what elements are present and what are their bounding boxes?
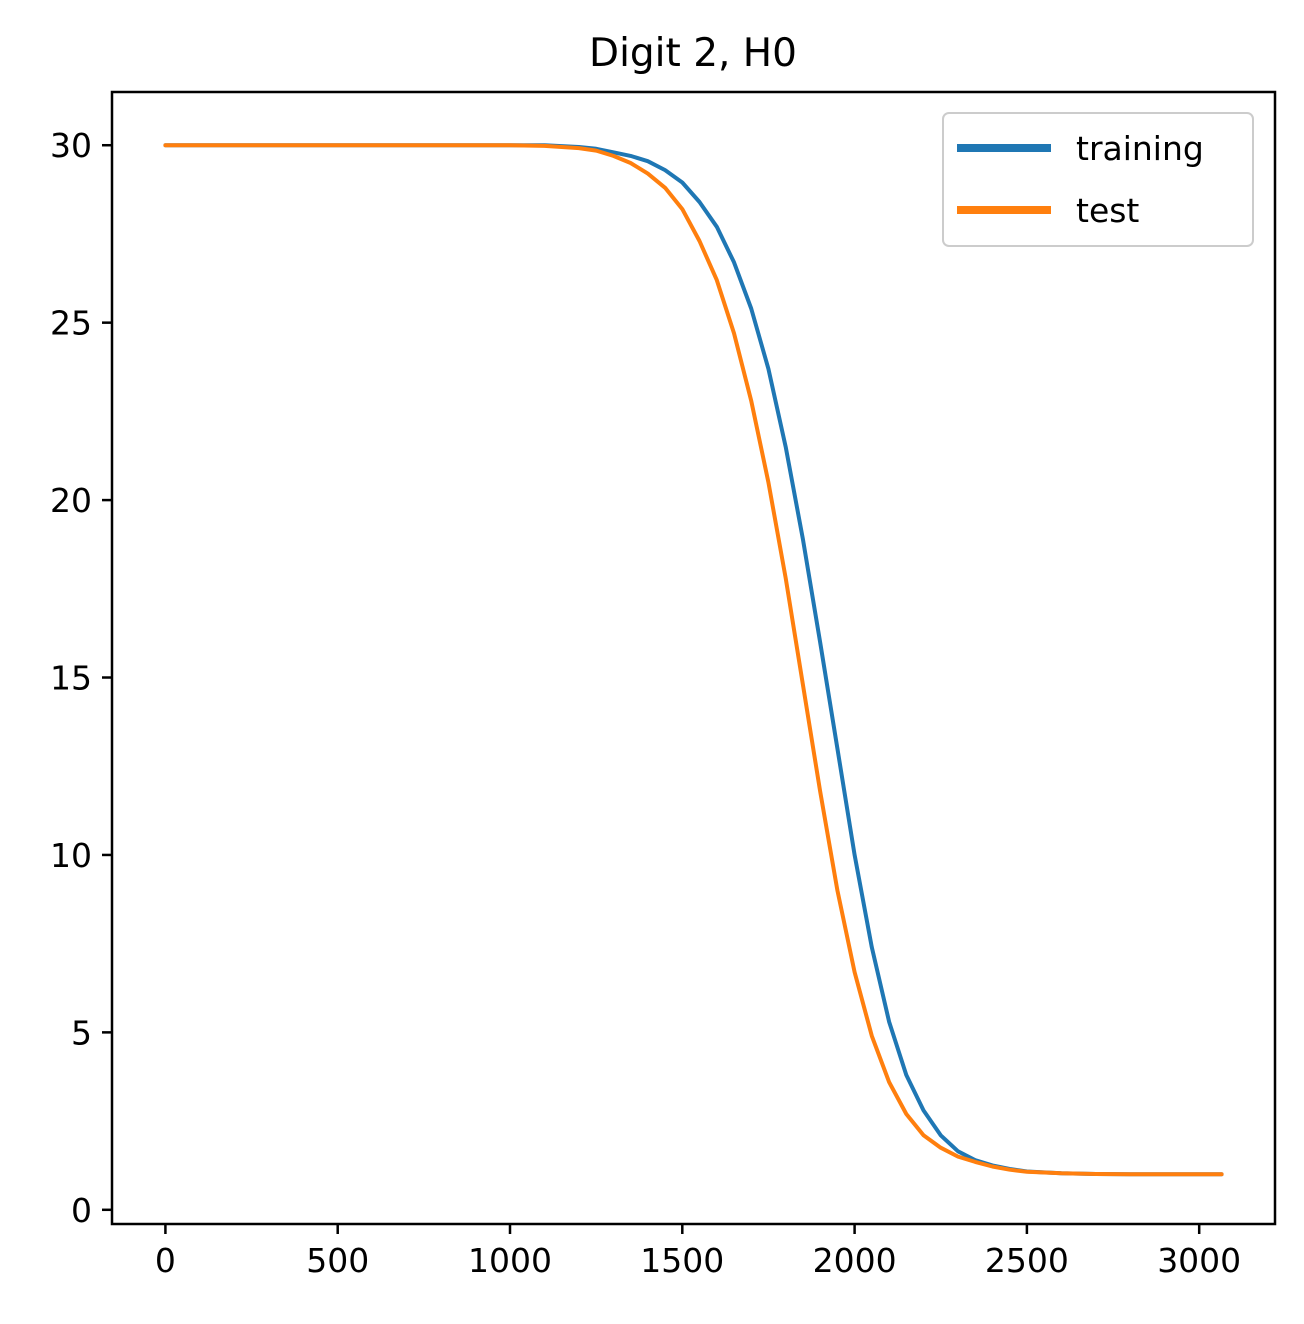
series-line-test: [163, 143, 1224, 1177]
series-layer: [163, 143, 1224, 1177]
y-tick-label: 15: [50, 659, 92, 698]
plot-area-frame: [110, 90, 1277, 1226]
x-tick-label: 500: [306, 1241, 369, 1280]
x-tick-label: 1000: [468, 1241, 552, 1280]
x-tick-label: 2000: [813, 1241, 897, 1280]
chart-title: Digit 2, H0: [589, 31, 797, 76]
legend-label-training: training: [1076, 129, 1204, 168]
y-tick-label: 5: [71, 1013, 92, 1052]
y-tick-label: 20: [50, 481, 92, 520]
x-tick-label: 0: [155, 1241, 176, 1280]
y-tick-label: 10: [50, 836, 92, 875]
x-tick-label: 1500: [640, 1241, 724, 1280]
y-tick-label: 25: [50, 304, 92, 343]
y-tick-label: 0: [71, 1191, 92, 1230]
x-tick-label: 3000: [1157, 1241, 1241, 1280]
y-tick-label: 30: [50, 126, 92, 165]
legend-label-test: test: [1076, 191, 1139, 230]
series-line-training: [163, 143, 1224, 1177]
x-tick-label: 2500: [985, 1241, 1069, 1280]
x-axis: 0 500 1000 1500 2000 2500 3000: [155, 1224, 1241, 1280]
y-axis: 0 5 10 15 20 25 30: [50, 126, 112, 1230]
legend: training test: [942, 112, 1254, 247]
